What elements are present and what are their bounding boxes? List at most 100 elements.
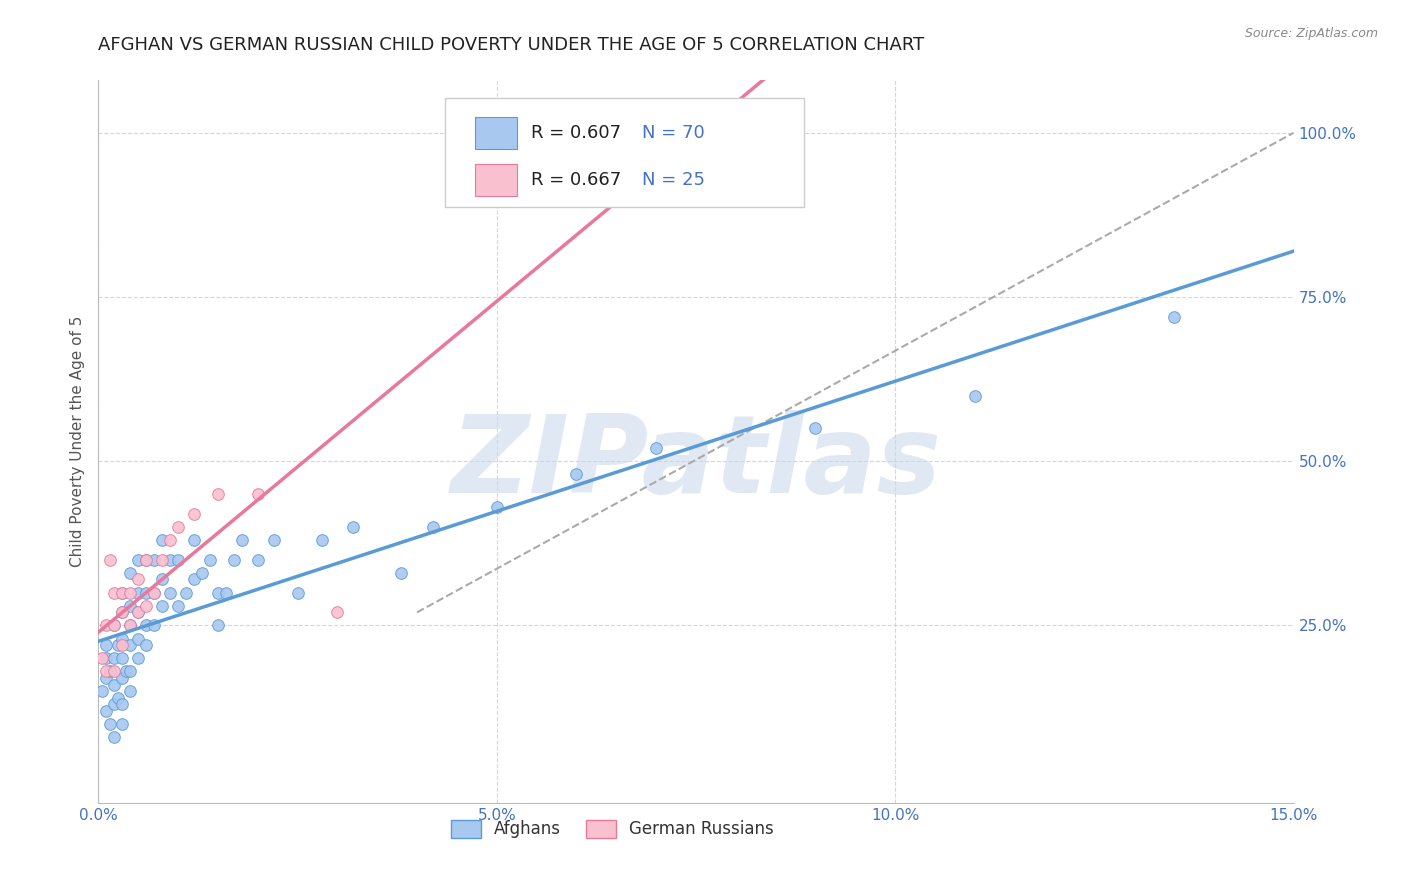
FancyBboxPatch shape	[446, 98, 804, 207]
Point	[167, 553, 190, 567]
Point	[96, 618, 118, 632]
Point	[191, 566, 214, 580]
Point	[111, 671, 134, 685]
Point	[183, 507, 205, 521]
Point	[127, 632, 149, 646]
Point	[159, 533, 181, 547]
Point	[174, 585, 197, 599]
Text: R = 0.667: R = 0.667	[531, 171, 621, 189]
Point	[198, 553, 221, 567]
Point	[135, 553, 157, 567]
Point	[98, 553, 122, 567]
Point	[103, 698, 125, 712]
Point	[111, 698, 134, 712]
Point	[96, 671, 118, 685]
Point	[326, 605, 349, 619]
Point	[150, 599, 173, 613]
Point	[565, 467, 588, 482]
Point	[127, 605, 149, 619]
Point	[120, 585, 142, 599]
Point	[143, 618, 166, 632]
Text: N = 25: N = 25	[643, 171, 706, 189]
Text: ZIPatlas: ZIPatlas	[450, 410, 942, 516]
Point	[183, 573, 205, 587]
Point	[127, 573, 149, 587]
Point	[159, 553, 181, 567]
Text: R = 0.607: R = 0.607	[531, 124, 621, 142]
Point	[111, 638, 134, 652]
FancyBboxPatch shape	[475, 117, 517, 149]
Text: N = 70: N = 70	[643, 124, 704, 142]
Point	[120, 618, 142, 632]
Point	[111, 585, 134, 599]
Point	[111, 605, 134, 619]
Point	[120, 638, 142, 652]
Point	[143, 553, 166, 567]
Legend: Afghans, German Russians: Afghans, German Russians	[444, 813, 780, 845]
Point	[127, 651, 149, 665]
Point	[120, 566, 142, 580]
Text: Source: ZipAtlas.com: Source: ZipAtlas.com	[1244, 27, 1378, 40]
Point	[103, 730, 125, 744]
Point	[111, 585, 134, 599]
Point	[96, 651, 118, 665]
Point	[91, 651, 114, 665]
Point	[246, 487, 269, 501]
Point	[103, 618, 125, 632]
Point	[342, 520, 364, 534]
Point	[159, 585, 181, 599]
Point	[127, 553, 149, 567]
Point	[98, 717, 122, 731]
Point	[120, 684, 142, 698]
Point	[804, 421, 827, 435]
FancyBboxPatch shape	[475, 164, 517, 196]
Point	[115, 665, 138, 679]
Point	[231, 533, 253, 547]
Point	[263, 533, 285, 547]
Point	[135, 618, 157, 632]
Point	[222, 553, 245, 567]
Point	[103, 585, 125, 599]
Point	[103, 618, 125, 632]
Point	[103, 677, 125, 691]
Point	[135, 553, 157, 567]
Point	[127, 605, 149, 619]
Point	[96, 638, 118, 652]
Point	[628, 126, 651, 140]
Point	[135, 638, 157, 652]
Point	[183, 533, 205, 547]
Point	[103, 665, 125, 679]
Point	[107, 690, 129, 705]
Point	[111, 717, 134, 731]
Point	[143, 585, 166, 599]
Point	[311, 533, 333, 547]
Point	[107, 638, 129, 652]
Point	[167, 599, 190, 613]
Point	[103, 651, 125, 665]
Point	[98, 665, 122, 679]
Point	[143, 585, 166, 599]
Point	[150, 553, 173, 567]
Point	[287, 585, 309, 599]
Point	[91, 684, 114, 698]
Point	[135, 585, 157, 599]
Point	[120, 599, 142, 613]
Point	[120, 665, 142, 679]
Point	[135, 599, 157, 613]
Point	[167, 520, 190, 534]
Point	[215, 585, 238, 599]
Point	[96, 665, 118, 679]
Point	[485, 500, 508, 515]
Point	[111, 605, 134, 619]
Point	[246, 553, 269, 567]
Point	[127, 585, 149, 599]
Point	[963, 388, 986, 402]
Point	[645, 441, 668, 455]
Point	[111, 651, 134, 665]
Point	[120, 618, 142, 632]
Y-axis label: Child Poverty Under the Age of 5: Child Poverty Under the Age of 5	[69, 316, 84, 567]
Point	[111, 632, 134, 646]
Point	[96, 704, 118, 718]
Point	[150, 573, 173, 587]
Point	[389, 566, 412, 580]
